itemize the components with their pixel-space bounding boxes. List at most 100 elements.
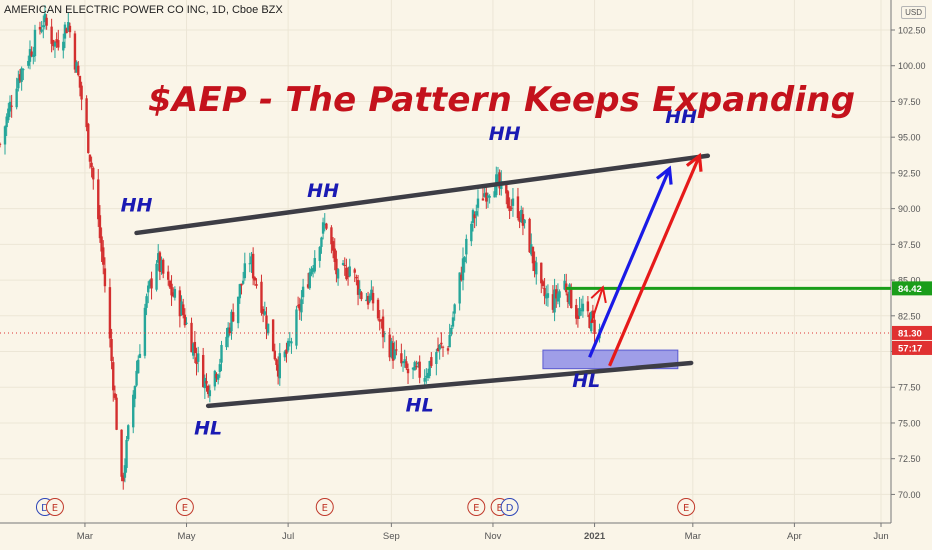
candle-body [180, 301, 183, 316]
candle-body [343, 264, 346, 266]
countdown-tag-bg [892, 340, 932, 355]
candle-body [530, 244, 533, 255]
candle-body [255, 284, 258, 286]
candle-body [508, 205, 511, 212]
event-letter: E [322, 503, 328, 514]
candle-body [260, 281, 263, 313]
candle-body [195, 357, 198, 365]
candle-body [380, 320, 383, 322]
pattern-label-hl: HL [194, 417, 222, 439]
candle-body [355, 276, 358, 279]
candle-body [528, 218, 531, 253]
candle-body [473, 214, 476, 219]
candle-body [238, 284, 242, 299]
candle-body [320, 237, 323, 247]
candle-body [416, 362, 420, 365]
candle-body [395, 349, 398, 351]
candle-body [388, 334, 391, 358]
candle-body [273, 350, 276, 360]
candle-body [77, 65, 80, 76]
price-tick-label: 82.50 [898, 311, 921, 321]
candle-body [470, 223, 473, 242]
candle-body [108, 287, 112, 339]
event-letter: E [496, 503, 502, 514]
candle-body [366, 295, 370, 305]
candle-body [32, 54, 35, 57]
candle-body [430, 357, 433, 366]
countdown-tag: 57:17 [898, 343, 922, 354]
time-tick-label: Nov [485, 531, 502, 542]
candle-body [17, 78, 20, 89]
candle-body [521, 214, 525, 226]
candle-body [523, 219, 526, 224]
time-tick-label: Jun [873, 531, 888, 542]
candle-body [481, 198, 485, 201]
candle-body [298, 304, 301, 311]
candle-body [405, 361, 408, 369]
earnings-event-icon [467, 498, 486, 516]
candle-body [460, 274, 463, 281]
candle-body [98, 215, 102, 239]
candle-body [43, 13, 47, 23]
candle-body [453, 304, 456, 314]
candle-body [448, 334, 451, 348]
currency-button[interactable]: USD [901, 6, 926, 19]
red-arrow-head [685, 152, 703, 172]
candle-body [261, 309, 265, 314]
candle-body [310, 268, 313, 275]
candle-body [540, 262, 543, 284]
candle-body [365, 299, 368, 302]
candle-body [353, 269, 356, 273]
candle-body [553, 289, 556, 313]
candle-body [38, 26, 42, 30]
candle-body [213, 370, 217, 387]
candle-body [137, 359, 140, 374]
candle-body [436, 347, 440, 352]
earnings-event-icon [315, 498, 334, 516]
candle-body [278, 353, 281, 379]
time-tick-label: Apr [787, 531, 802, 542]
candle-body [576, 314, 580, 319]
candle-body [55, 39, 58, 43]
candle-body [85, 98, 88, 128]
small-red-arrow [590, 286, 604, 324]
earnings-event-icon [677, 498, 696, 516]
candle-body [18, 74, 22, 81]
candle-body [358, 289, 361, 295]
candle-body [306, 284, 310, 288]
target-price-tag-bg [892, 281, 932, 296]
candle-body [92, 167, 95, 180]
candle-body [371, 292, 375, 304]
earnings-event-icon [175, 498, 194, 516]
candle-body [110, 338, 113, 362]
candle-body [22, 69, 25, 71]
candle-body [271, 319, 275, 352]
candle-body [0, 143, 2, 145]
candle-body [535, 262, 538, 275]
blue-arrow-head [655, 165, 673, 185]
channel-upper-line [134, 153, 711, 236]
candle-body [33, 29, 37, 57]
candle-body [311, 268, 315, 272]
candle-body [80, 85, 83, 100]
candle-body [196, 353, 200, 362]
candle-body [346, 276, 350, 278]
candle-body [123, 465, 127, 478]
candle-body [401, 362, 405, 364]
candle-body [356, 279, 360, 295]
candle-body [241, 280, 245, 284]
candle-body [558, 291, 561, 298]
candle-body [65, 28, 68, 34]
candle-body [516, 196, 520, 218]
candle-body [341, 263, 345, 265]
candle-body [170, 283, 173, 296]
candle-body [313, 258, 316, 272]
candle-body [205, 380, 208, 384]
candle-body [78, 75, 82, 88]
candle-body [426, 372, 430, 379]
candle-body [333, 248, 336, 263]
candle-body [368, 295, 371, 302]
candle-body [206, 385, 210, 395]
candle-body [413, 362, 416, 371]
